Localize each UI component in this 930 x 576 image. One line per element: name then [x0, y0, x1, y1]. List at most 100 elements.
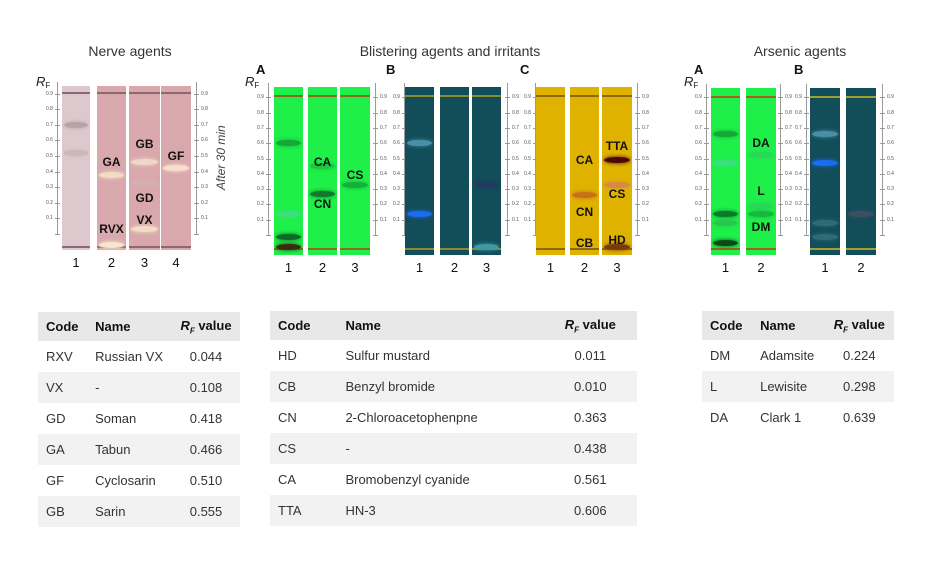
axis-tick-label: 0.2 — [201, 199, 208, 206]
lane-number: 2 — [107, 255, 116, 270]
axis-tick-label: 0.2 — [524, 201, 531, 208]
axis-tick — [880, 189, 885, 191]
baseline-line — [711, 248, 740, 250]
cell-name: Russian VX — [95, 349, 163, 364]
cell-name: - — [87, 372, 173, 403]
axis-tick — [778, 189, 783, 191]
axis-tick-label: 0.3 — [201, 184, 208, 191]
cell-rf-value: 0.010 — [543, 371, 637, 402]
tlc-spot — [812, 160, 838, 167]
solvent-front-line — [570, 95, 599, 97]
rf-axis — [882, 84, 883, 235]
baseline-line — [62, 246, 90, 248]
rf-axis — [196, 82, 197, 234]
table-row: HD Sulfur mustard 0.011 — [270, 340, 637, 371]
axis-tick — [804, 235, 809, 236]
axis-tick — [55, 93, 60, 95]
spot-label: GD — [135, 191, 154, 206]
axis-tick — [635, 204, 640, 206]
spot-label: CN — [575, 205, 594, 220]
tlc-lane — [62, 86, 90, 250]
axis-tick — [533, 112, 538, 114]
solvent-front-line — [274, 95, 303, 97]
tlc-spot — [713, 160, 738, 167]
cell-name: Cyclosarin — [95, 473, 156, 488]
panel-letter: C — [520, 62, 530, 77]
axis-tick — [533, 173, 538, 175]
axis-tick — [533, 143, 538, 145]
cell-code: TTA — [270, 495, 338, 526]
axis-tick — [635, 97, 640, 99]
header-rf: RF value — [543, 311, 637, 340]
axis-tick — [194, 140, 199, 142]
tlc-lane — [711, 88, 740, 255]
axis-tick — [402, 235, 407, 236]
axis-tick — [55, 156, 60, 157]
axis-tick-label: 0.8 — [257, 109, 264, 116]
cell-name: Bromobenzyl cyanide — [345, 472, 470, 487]
axis-tick-label: 0.9 — [795, 94, 802, 101]
axis-tick — [804, 189, 809, 191]
axis-tick — [704, 127, 709, 129]
cell-name: - — [337, 433, 544, 464]
tlc-spot — [848, 210, 874, 217]
tlc-spot — [407, 210, 432, 217]
cell-rf-value: 0.561 — [574, 472, 607, 487]
axis-tick-label: 0.2 — [512, 201, 519, 208]
axis-tick — [266, 127, 271, 129]
tlc-spot — [276, 140, 301, 147]
axis-tick-label: 0.1 — [257, 216, 264, 223]
header-name: Name — [752, 311, 825, 340]
cell-code: GF — [46, 473, 65, 488]
tlc-spot — [713, 210, 738, 217]
axis-tick-label: 0.4 — [512, 170, 519, 177]
cell-code: DA — [710, 410, 729, 425]
axis-tick — [194, 234, 199, 235]
tlc-spot — [812, 219, 838, 226]
cell-code: CA — [278, 472, 297, 487]
tlc-spot — [342, 181, 368, 188]
axis-tick-label: 0.5 — [887, 155, 894, 162]
axis-tick — [704, 204, 709, 206]
axis-tick-label: 0.1 — [695, 216, 702, 223]
axis-tick — [55, 202, 60, 204]
lane-number: 3 — [482, 260, 491, 275]
axis-tick-label: 0.7 — [642, 124, 649, 131]
axis-tick-label: 0.3 — [512, 186, 519, 193]
cell-code: CN — [278, 410, 297, 425]
axis-tick-label: 0.6 — [46, 137, 53, 144]
axis-tick — [505, 112, 510, 114]
axis-tick-label: 0.5 — [201, 153, 208, 159]
axis-tick-label: 0.9 — [785, 94, 792, 101]
spot-label: CS — [346, 168, 364, 183]
tlc-spot — [748, 152, 774, 159]
cell-code: CB — [270, 371, 338, 402]
axis-tick — [880, 219, 885, 221]
tlc-spot — [276, 210, 301, 217]
baseline-line — [846, 248, 876, 250]
spot-label: CA — [313, 154, 332, 169]
solvent-front-line — [340, 95, 370, 97]
tlc-lane — [602, 87, 632, 255]
axis-tick-label: 0.6 — [642, 140, 649, 147]
header-code: Code — [702, 311, 753, 340]
cell-rf-value: 0.224 — [843, 348, 876, 363]
axis-tick — [804, 173, 809, 175]
lane-number: 3 — [613, 260, 621, 275]
axis-tick-label: 0.1 — [393, 216, 400, 223]
header-name: Name — [87, 312, 173, 341]
axis-tick — [804, 158, 809, 160]
axis-tick-label: 0.3 — [785, 186, 792, 193]
axis-tick-label: 0.4 — [201, 168, 208, 175]
lane-number: 2 — [857, 260, 865, 275]
axis-tick — [778, 173, 783, 175]
spot-label: CB — [575, 235, 594, 250]
axis-tick-label: 0.7 — [201, 121, 208, 128]
axis-tick-label: 0.7 — [795, 124, 802, 131]
cell-code: HD — [278, 348, 297, 363]
axis-tick — [505, 173, 510, 175]
axis-tick — [635, 173, 640, 175]
tlc-lane — [340, 87, 370, 255]
axis-tick-label: 0.5 — [46, 153, 53, 159]
tlc-spot — [99, 171, 124, 178]
